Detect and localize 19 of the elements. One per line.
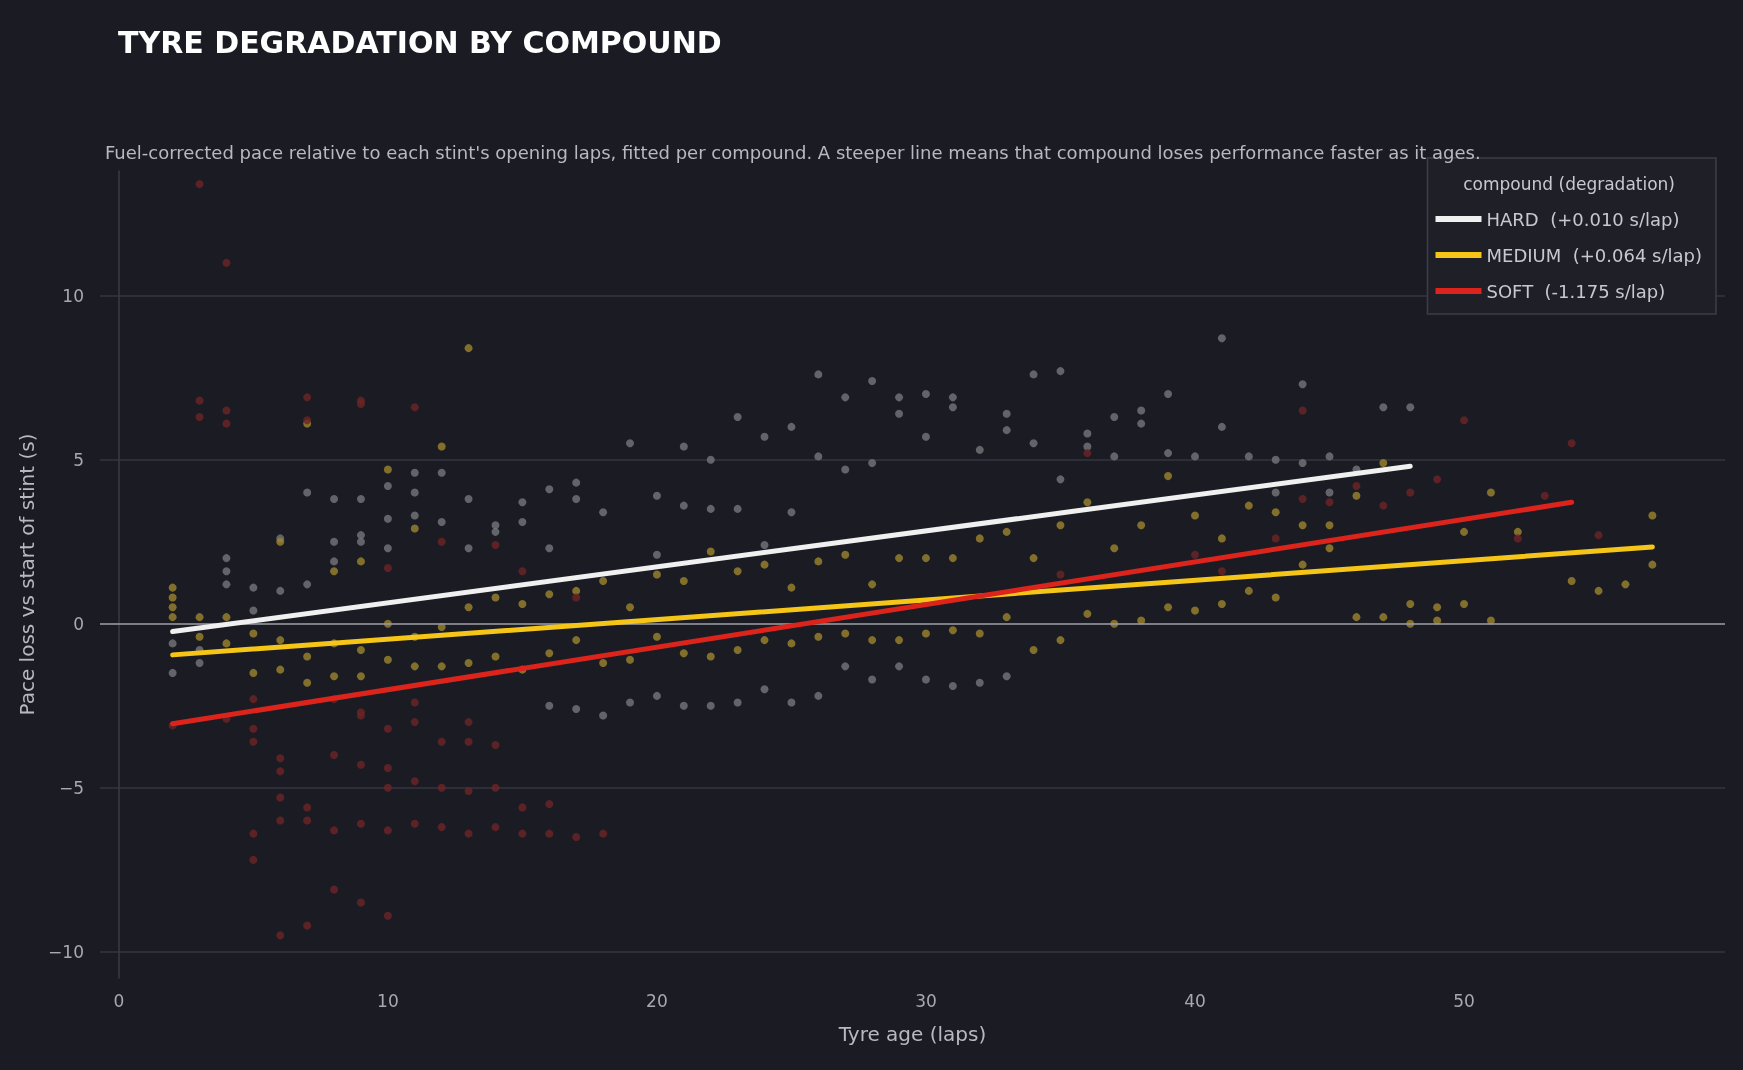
x-tick-label: 50	[1453, 990, 1475, 1011]
chart-subtitle: Fuel-corrected pace relative to each stint's opening laps, fitted per compound. A steeper line means that compound loses performance faster as it ages.	[105, 141, 1481, 163]
y-tick-label: 0	[73, 613, 84, 634]
y-tick-label: −5	[58, 777, 84, 798]
legend-title: compound (degradation)	[1463, 173, 1676, 194]
y-axis-title: Pace loss vs start of stint (s)	[15, 433, 40, 716]
x-axis-title: Tyre age (laps)	[837, 1022, 987, 1046]
legend-label: SOFT (-1.175 s/lap)	[1486, 280, 1666, 302]
x-tick-label: 10	[377, 990, 399, 1011]
y-tick-label: −10	[48, 941, 84, 962]
x-tick-label: 30	[915, 990, 937, 1011]
chart-title: TYRE DEGRADATION BY COMPOUND	[118, 24, 722, 60]
legend-label: MEDIUM (+0.064 s/lap)	[1486, 244, 1702, 266]
y-tick-label: 10	[62, 285, 84, 306]
x-tick-label: 20	[646, 990, 668, 1011]
x-tick-label: 40	[1184, 990, 1206, 1011]
y-tick-label: 5	[73, 449, 84, 470]
x-tick-label: 0	[113, 990, 125, 1011]
legend-label: HARD (+0.010 s/lap)	[1486, 208, 1680, 230]
